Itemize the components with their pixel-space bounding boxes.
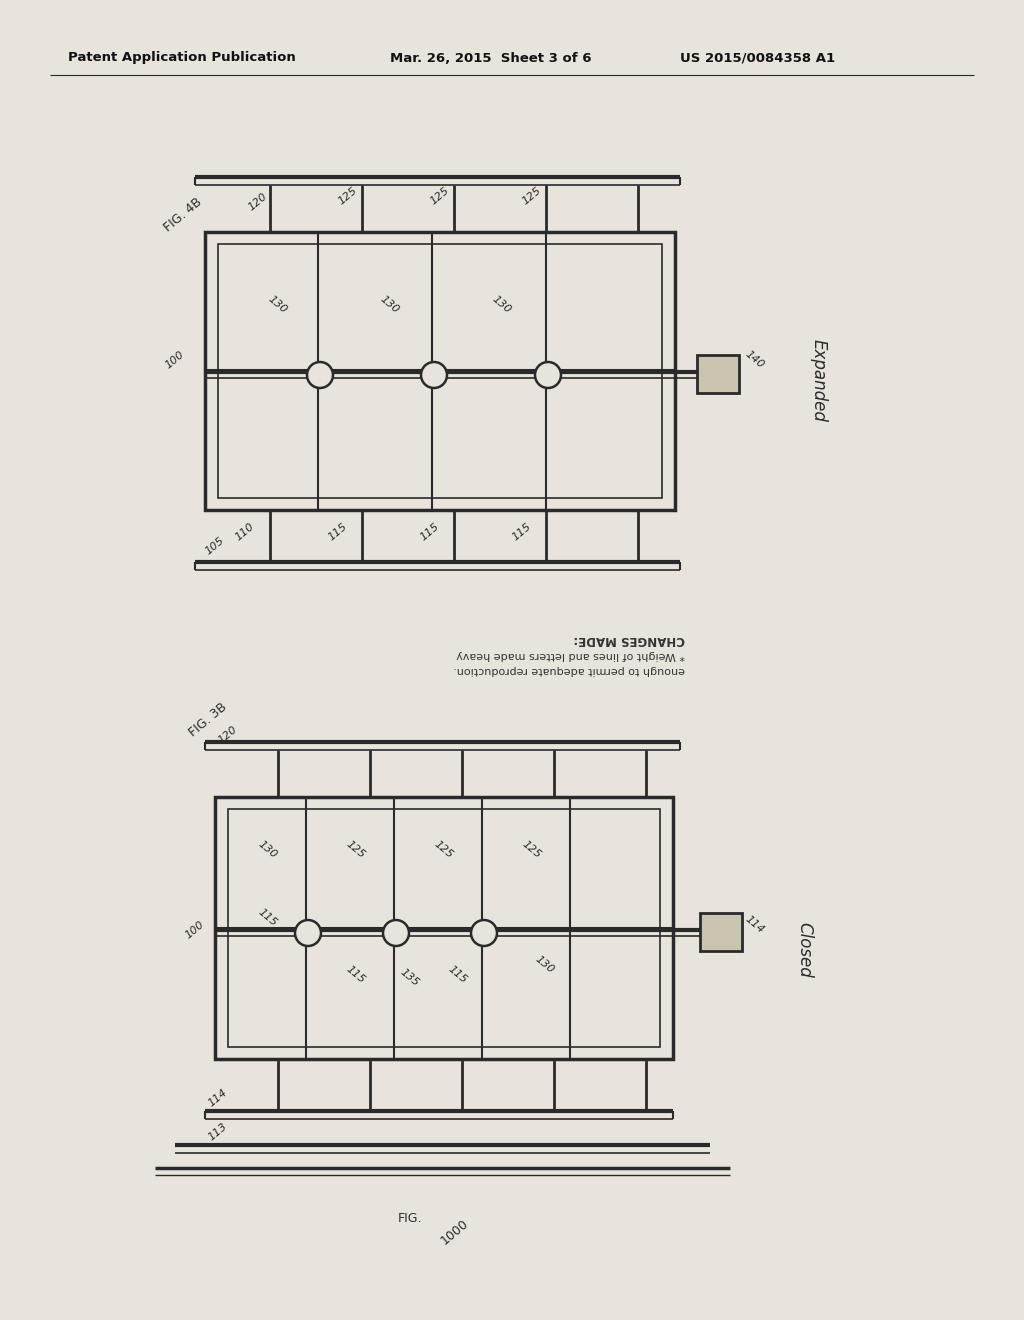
Text: 115: 115 bbox=[257, 907, 280, 929]
Bar bbox=[697, 355, 739, 393]
Text: 115: 115 bbox=[446, 965, 469, 986]
Text: enough to permit adequate reproduction.: enough to permit adequate reproduction. bbox=[454, 665, 685, 675]
Text: US 2015/0084358 A1: US 2015/0084358 A1 bbox=[680, 51, 836, 65]
Text: 113: 113 bbox=[207, 1121, 229, 1143]
Text: Mar. 26, 2015  Sheet 3 of 6: Mar. 26, 2015 Sheet 3 of 6 bbox=[390, 51, 592, 65]
Text: 140: 140 bbox=[743, 350, 766, 371]
Text: 115: 115 bbox=[327, 521, 349, 543]
Text: Expanded: Expanded bbox=[810, 338, 828, 421]
Text: 115: 115 bbox=[419, 521, 441, 543]
Text: 114: 114 bbox=[743, 915, 766, 936]
Bar bbox=[218, 244, 662, 498]
Circle shape bbox=[535, 362, 561, 388]
Text: Patent Application Publication: Patent Application Publication bbox=[68, 51, 296, 65]
Text: FIG.: FIG. bbox=[397, 1212, 422, 1225]
Text: 105: 105 bbox=[204, 536, 226, 557]
Text: 100: 100 bbox=[164, 350, 186, 371]
Circle shape bbox=[307, 362, 333, 388]
Text: 130: 130 bbox=[534, 954, 556, 975]
Bar bbox=[205, 232, 675, 510]
Text: 125: 125 bbox=[429, 185, 452, 207]
Text: 100: 100 bbox=[183, 919, 207, 941]
Text: 130: 130 bbox=[266, 294, 290, 315]
Circle shape bbox=[421, 362, 447, 388]
Text: * Weight of lines and letters made heavy: * Weight of lines and letters made heavy bbox=[456, 649, 685, 660]
Text: 115: 115 bbox=[511, 521, 534, 543]
Text: 120: 120 bbox=[217, 725, 240, 746]
Circle shape bbox=[383, 920, 409, 946]
Bar bbox=[215, 797, 673, 1059]
Circle shape bbox=[295, 920, 321, 946]
Text: 135: 135 bbox=[398, 968, 422, 989]
Text: 115: 115 bbox=[345, 965, 368, 986]
Text: 125: 125 bbox=[520, 185, 544, 207]
Text: CHANGES MADE:: CHANGES MADE: bbox=[573, 634, 685, 647]
Bar bbox=[228, 809, 660, 1047]
Bar bbox=[700, 913, 742, 950]
Text: Closed: Closed bbox=[795, 923, 813, 978]
Text: 130: 130 bbox=[490, 294, 513, 315]
Text: 125: 125 bbox=[345, 840, 368, 861]
Text: 114: 114 bbox=[207, 1088, 229, 1109]
Text: 125: 125 bbox=[520, 840, 544, 861]
Text: 125: 125 bbox=[432, 840, 456, 861]
Text: 120: 120 bbox=[247, 191, 269, 213]
Text: 130: 130 bbox=[257, 840, 280, 861]
Text: 110: 110 bbox=[233, 521, 256, 543]
Text: FIG. 3B: FIG. 3B bbox=[186, 701, 229, 739]
Circle shape bbox=[471, 920, 497, 946]
Text: FIG. 4B: FIG. 4B bbox=[162, 195, 205, 235]
Text: 125: 125 bbox=[337, 185, 359, 207]
Text: 1000: 1000 bbox=[438, 1217, 471, 1247]
Text: 130: 130 bbox=[379, 294, 401, 315]
